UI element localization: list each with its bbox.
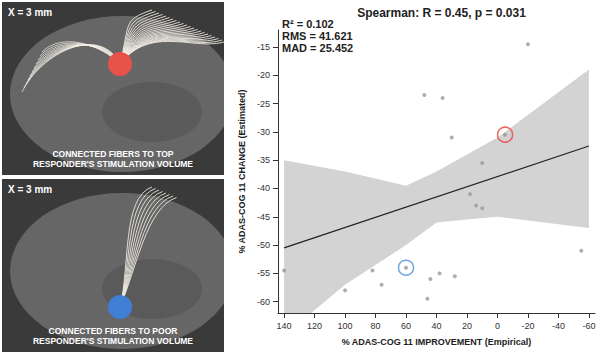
- svg-text:-20: -20: [257, 70, 270, 80]
- svg-text:% ADAS-COG 11 IMPROVEMENT (Emp: % ADAS-COG 11 IMPROVEMENT (Empirical): [342, 337, 532, 347]
- svg-text:-15: -15: [257, 42, 270, 52]
- svg-text:-20: -20: [521, 321, 534, 331]
- svg-text:Spearman: R = 0.45, p = 0.031: Spearman: R = 0.45, p = 0.031: [357, 6, 526, 20]
- svg-text:80: 80: [371, 321, 381, 331]
- svg-text:-25: -25: [257, 99, 270, 109]
- svg-text:120: 120: [307, 321, 322, 331]
- svg-text:-35: -35: [257, 155, 270, 165]
- svg-text:-60: -60: [582, 321, 595, 331]
- svg-text:40: 40: [431, 321, 441, 331]
- svg-text:20: 20: [462, 321, 472, 331]
- svg-text:60: 60: [401, 321, 411, 331]
- svg-text:-40: -40: [257, 183, 270, 193]
- svg-text:-40: -40: [552, 321, 565, 331]
- svg-text:RESPONDER'S STIMULATION VOLUME: RESPONDER'S STIMULATION VOLUME: [33, 336, 193, 346]
- svg-text:% ADAS-COG 11 CHANGE (Estimate: % ADAS-COG 11 CHANGE (Estimated): [237, 89, 247, 253]
- svg-text:-45: -45: [257, 212, 270, 222]
- svg-text:R² = 0.102: R² = 0.102: [282, 18, 334, 30]
- svg-text:-50: -50: [257, 240, 270, 250]
- svg-text:-60: -60: [257, 297, 270, 307]
- svg-text:140: 140: [277, 321, 292, 331]
- svg-text:100: 100: [338, 321, 353, 331]
- svg-text:-30: -30: [257, 127, 270, 137]
- svg-text:MAD = 25.452: MAD = 25.452: [282, 42, 353, 54]
- svg-text:X = 3 mm: X = 3 mm: [8, 184, 52, 195]
- svg-text:RESPONDER'S STIMULATION VOLUME: RESPONDER'S STIMULATION VOLUME: [33, 159, 193, 169]
- svg-text:RMS = 41.621: RMS = 41.621: [282, 30, 353, 42]
- svg-text:CONNECTED FIBERS TO POOR: CONNECTED FIBERS TO POOR: [49, 326, 178, 336]
- svg-text:X = 3 mm: X = 3 mm: [8, 7, 52, 18]
- svg-text:0: 0: [495, 321, 500, 331]
- svg-text:-55: -55: [257, 268, 270, 278]
- svg-text:CONNECTED FIBERS TO TOP: CONNECTED FIBERS TO TOP: [52, 149, 173, 159]
